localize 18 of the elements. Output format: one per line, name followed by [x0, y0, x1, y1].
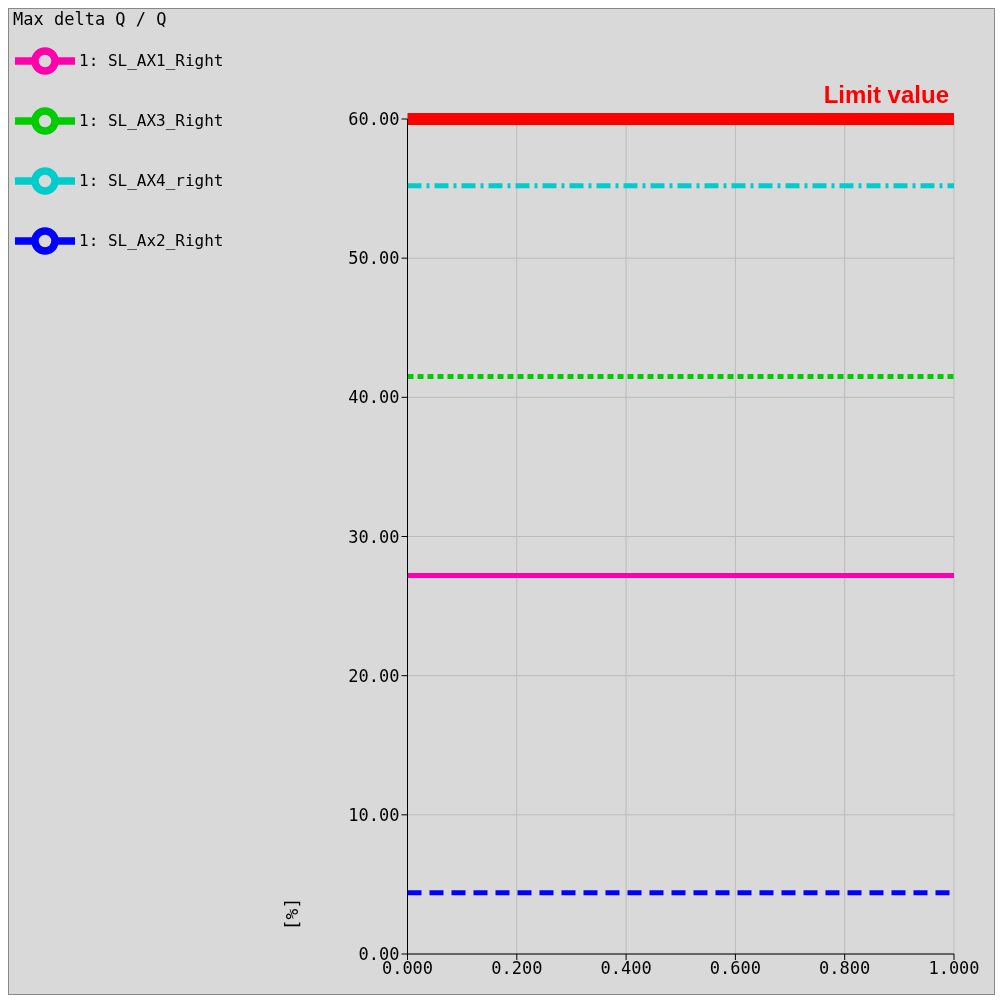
text: Max delta Q / Q — [13, 9, 167, 29]
x-tick-label: 1.000 — [928, 958, 980, 979]
y-tick-label: 40.00 — [348, 387, 400, 408]
y-tick-label: 60.00 — [348, 109, 400, 130]
legend-label: 1: SL_AX3_Right — [79, 110, 224, 130]
y-tick-label: 30.00 — [348, 526, 400, 547]
legend-label: 1: SL_AX1_Right — [79, 50, 224, 70]
ref-line-label: Limit value — [823, 81, 949, 109]
x-tick-label: 0.400 — [600, 958, 652, 979]
x-tick-label: 0.800 — [819, 958, 871, 979]
y-axis-title: [%] — [280, 897, 302, 931]
legend-label: 1: SL_Ax2_Right — [79, 230, 224, 250]
x-tick-label: 0.200 — [491, 958, 543, 979]
y-tick-label: 50.00 — [348, 248, 400, 269]
y-tick-label: 20.00 — [348, 665, 400, 686]
x-tick-label: 0.600 — [709, 958, 761, 979]
y-tick-label: 10.00 — [348, 804, 400, 825]
legend-label: 1: SL_AX4_right — [79, 170, 224, 190]
